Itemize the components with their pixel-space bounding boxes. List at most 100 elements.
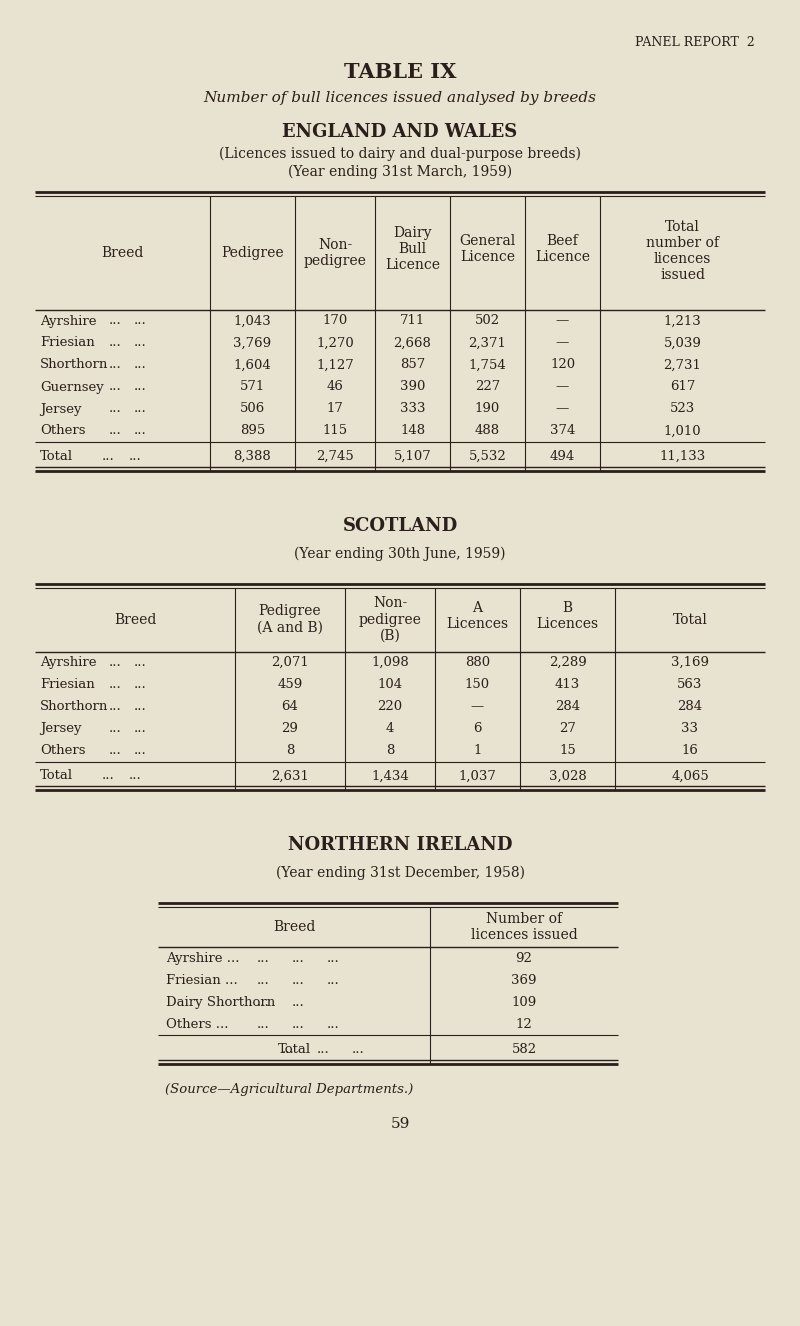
Text: ...: ...: [282, 1044, 294, 1055]
Text: 1,754: 1,754: [469, 358, 506, 371]
Text: Total: Total: [40, 450, 73, 463]
Text: —: —: [556, 337, 569, 350]
Text: ...: ...: [134, 403, 146, 415]
Text: Number of bull licences issued analysed by breeds: Number of bull licences issued analysed …: [203, 91, 597, 105]
Text: TABLE IX: TABLE IX: [344, 62, 456, 82]
Text: 4,065: 4,065: [671, 769, 709, 782]
Text: NORTHERN IRELAND: NORTHERN IRELAND: [288, 837, 512, 854]
Text: ...: ...: [109, 678, 122, 691]
Text: 15: 15: [559, 744, 576, 757]
Text: 502: 502: [475, 314, 500, 328]
Text: Beef
Licence: Beef Licence: [535, 233, 590, 264]
Text: 8: 8: [286, 744, 294, 757]
Text: 4: 4: [386, 723, 394, 735]
Text: ...: ...: [326, 952, 339, 965]
Text: 3,169: 3,169: [671, 656, 709, 670]
Text: 2,371: 2,371: [469, 337, 506, 350]
Text: Total: Total: [673, 613, 707, 627]
Text: ...: ...: [326, 973, 339, 987]
Text: (Source—Agricultural Departments.): (Source—Agricultural Departments.): [165, 1083, 414, 1097]
Text: 11,133: 11,133: [659, 450, 706, 463]
Text: ...: ...: [102, 450, 114, 463]
Text: 1,098: 1,098: [371, 656, 409, 670]
Text: ...: ...: [109, 314, 122, 328]
Text: 571: 571: [240, 381, 265, 394]
Text: ...: ...: [129, 769, 142, 782]
Text: 170: 170: [322, 314, 348, 328]
Text: 617: 617: [670, 381, 695, 394]
Text: 27: 27: [559, 723, 576, 735]
Text: 563: 563: [678, 678, 702, 691]
Text: SCOTLAND: SCOTLAND: [342, 517, 458, 534]
Text: 369: 369: [511, 973, 537, 987]
Text: A
Licences: A Licences: [446, 601, 509, 631]
Text: (Year ending 31st March, 1959): (Year ending 31st March, 1959): [288, 164, 512, 179]
Text: —: —: [471, 700, 484, 713]
Text: 64: 64: [282, 700, 298, 713]
Text: Dairy Shorthorn: Dairy Shorthorn: [166, 996, 275, 1009]
Text: ...: ...: [134, 678, 146, 691]
Text: 488: 488: [475, 424, 500, 438]
Text: 8: 8: [386, 744, 394, 757]
Text: 2,668: 2,668: [394, 337, 431, 350]
Text: Total
number of
licences
issued: Total number of licences issued: [646, 220, 719, 282]
Text: ...: ...: [134, 314, 146, 328]
Text: 12: 12: [516, 1017, 532, 1030]
Text: ...: ...: [292, 1017, 304, 1030]
Text: —: —: [556, 314, 569, 328]
Text: 880: 880: [465, 656, 490, 670]
Text: 1,604: 1,604: [234, 358, 271, 371]
Text: ...: ...: [134, 358, 146, 371]
Text: Jersey: Jersey: [40, 403, 82, 415]
Text: 120: 120: [550, 358, 575, 371]
Text: ...: ...: [102, 769, 114, 782]
Text: 104: 104: [378, 678, 402, 691]
Text: Non-
pedigree
(B): Non- pedigree (B): [358, 597, 422, 643]
Text: Shorthorn: Shorthorn: [40, 358, 108, 371]
Text: ...: ...: [134, 424, 146, 438]
Text: 582: 582: [511, 1044, 537, 1055]
Text: 523: 523: [670, 403, 695, 415]
Text: 6: 6: [474, 723, 482, 735]
Text: 29: 29: [282, 723, 298, 735]
Text: ...: ...: [109, 424, 122, 438]
Text: 506: 506: [240, 403, 265, 415]
Text: ...: ...: [109, 723, 122, 735]
Text: ...: ...: [109, 403, 122, 415]
Text: ...: ...: [109, 337, 122, 350]
Text: ...: ...: [257, 996, 270, 1009]
Text: ...: ...: [134, 700, 146, 713]
Text: Others: Others: [40, 424, 86, 438]
Text: 895: 895: [240, 424, 265, 438]
Text: Breed: Breed: [273, 920, 315, 935]
Text: 115: 115: [322, 424, 347, 438]
Text: 5,532: 5,532: [469, 450, 506, 463]
Text: Total: Total: [40, 769, 73, 782]
Text: 16: 16: [682, 744, 698, 757]
Text: ...: ...: [257, 973, 270, 987]
Text: ...: ...: [109, 656, 122, 670]
Text: (Year ending 31st December, 1958): (Year ending 31st December, 1958): [275, 866, 525, 880]
Text: Breed: Breed: [114, 613, 156, 627]
Text: 1,213: 1,213: [664, 314, 702, 328]
Text: 2,071: 2,071: [271, 656, 309, 670]
Text: 1,010: 1,010: [664, 424, 702, 438]
Text: ...: ...: [352, 1044, 364, 1055]
Text: Breed: Breed: [102, 247, 144, 260]
Text: Shorthorn: Shorthorn: [40, 700, 108, 713]
Text: 59: 59: [390, 1116, 410, 1131]
Text: Friesian: Friesian: [40, 678, 94, 691]
Text: 109: 109: [511, 996, 537, 1009]
Text: Guernsey: Guernsey: [40, 381, 104, 394]
Text: ...: ...: [129, 450, 142, 463]
Text: Total: Total: [278, 1044, 310, 1055]
Text: 3,769: 3,769: [234, 337, 271, 350]
Text: 494: 494: [550, 450, 575, 463]
Text: ...: ...: [292, 973, 304, 987]
Text: ENGLAND AND WALES: ENGLAND AND WALES: [282, 123, 518, 141]
Text: ...: ...: [109, 700, 122, 713]
Text: Ayrshire: Ayrshire: [40, 314, 97, 328]
Text: Friesian: Friesian: [40, 337, 94, 350]
Text: Pedigree: Pedigree: [221, 247, 284, 260]
Text: Others ...: Others ...: [166, 1017, 229, 1030]
